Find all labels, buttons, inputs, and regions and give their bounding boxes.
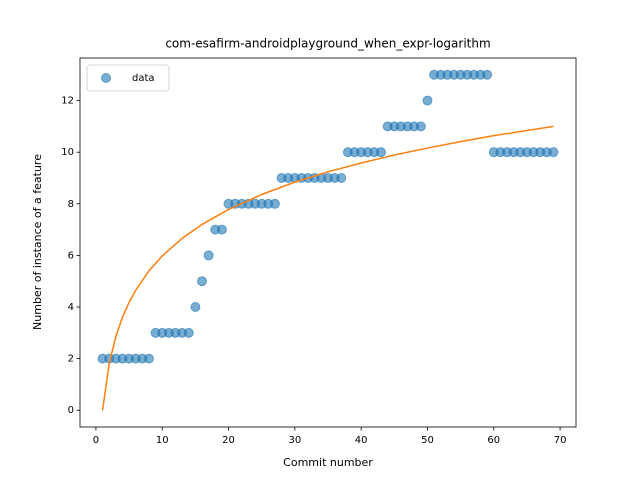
y-tick-label: 2 — [68, 354, 74, 365]
data-point — [203, 250, 214, 261]
x-tick-label: 70 — [554, 435, 567, 446]
x-tick-label: 50 — [421, 435, 434, 446]
data-point — [422, 95, 433, 106]
y-tick-label: 4 — [68, 302, 74, 313]
data-point — [183, 327, 194, 338]
chart-title: com-esafirm-androidplayground_when_expr-… — [165, 37, 490, 51]
data-point — [197, 276, 208, 287]
x-tick-label: 60 — [487, 435, 500, 446]
data-point — [482, 69, 493, 80]
y-axis-label: Number of instance of a feature — [31, 154, 44, 330]
y-tick-label: 0 — [68, 405, 74, 416]
x-tick-label: 30 — [288, 435, 301, 446]
x-axis-label: Commit number — [283, 456, 373, 469]
axes-frame — [79, 57, 577, 428]
legend-box — [86, 64, 170, 92]
x-tick-label: 10 — [156, 435, 169, 446]
data-point — [415, 121, 426, 132]
y-tick-label: 10 — [61, 147, 74, 158]
fit-line — [101, 125, 554, 411]
x-tick-label: 40 — [355, 435, 368, 446]
legend-label: data — [132, 73, 155, 84]
data-point — [376, 147, 387, 158]
y-tick-label: 12 — [61, 96, 74, 107]
y-tick-label: 6 — [68, 250, 74, 261]
data-point — [143, 353, 154, 364]
x-tick-label: 20 — [222, 435, 235, 446]
data-point — [269, 198, 280, 209]
legend-marker — [101, 73, 111, 83]
y-tick-label: 8 — [68, 199, 74, 210]
data-point — [190, 302, 201, 313]
data-point — [216, 224, 227, 235]
data-point — [336, 172, 347, 183]
data-point — [548, 147, 559, 158]
x-tick-label: 0 — [93, 435, 99, 446]
